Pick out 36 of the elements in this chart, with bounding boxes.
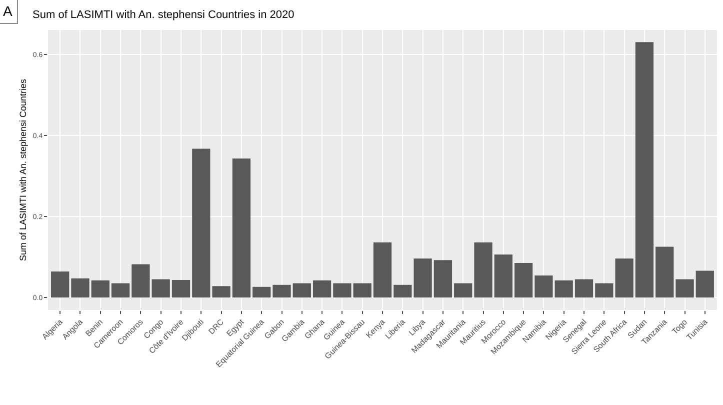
bar — [454, 283, 472, 298]
bar — [353, 283, 372, 298]
bar — [252, 286, 271, 298]
bar — [696, 270, 714, 298]
bar — [494, 254, 512, 298]
bar — [232, 158, 251, 298]
bar — [152, 279, 170, 298]
bar — [132, 264, 150, 298]
bar — [394, 284, 412, 298]
chart-title: Sum of LASIMTI with An. stephensi Countries in 2020 — [32, 8, 294, 21]
bar — [292, 283, 311, 298]
bar — [534, 276, 553, 298]
bar — [373, 242, 392, 298]
bar — [312, 280, 332, 298]
bar — [474, 242, 492, 298]
bar — [434, 260, 452, 298]
y-axis-title: Sum of LASIMTI with An. stephensi Countries — [18, 78, 28, 262]
bar — [554, 280, 573, 298]
bar — [414, 258, 432, 298]
bar — [656, 246, 674, 298]
bar — [272, 284, 291, 298]
bar — [574, 279, 594, 298]
bar — [514, 263, 533, 298]
bar — [172, 280, 190, 298]
bar — [111, 283, 130, 298]
bar — [635, 42, 654, 298]
bar — [615, 258, 634, 298]
bar — [333, 283, 352, 298]
bar — [192, 148, 210, 298]
bar — [51, 272, 70, 298]
text: A — [3, 3, 13, 19]
bar — [91, 280, 110, 298]
bar — [676, 279, 694, 298]
bar — [71, 278, 90, 298]
bar — [595, 283, 614, 298]
bar — [212, 286, 230, 298]
